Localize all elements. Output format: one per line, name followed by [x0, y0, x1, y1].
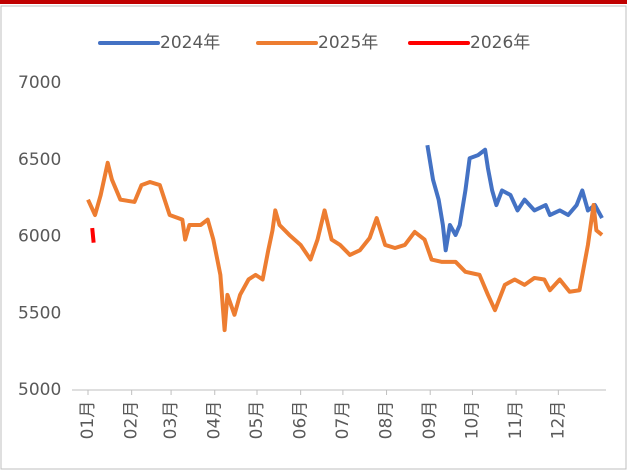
x-tick-label: 11月	[506, 401, 526, 440]
series-line	[86, 160, 604, 333]
top-bar	[0, 0, 627, 4]
x-tick-label: 06月	[291, 401, 311, 440]
x-tick-label: 02月	[122, 401, 142, 440]
x-tick-label: 01月	[78, 401, 98, 440]
x-tick-label: 03月	[161, 401, 181, 440]
frame	[0, 5, 627, 470]
y-tick-label: 7000	[18, 73, 61, 93]
legend-label: 2024年	[160, 33, 220, 53]
x-tick-label: 05月	[247, 401, 267, 440]
x-tick-label: 04月	[205, 401, 225, 440]
y-tick-label: 5500	[18, 303, 61, 323]
x-tick-label: 10月	[462, 401, 482, 440]
y-tick-label: 6500	[18, 150, 61, 170]
legend-label: 2026年	[470, 33, 530, 53]
x-tick-label: 07月	[333, 401, 353, 440]
x-tick-label: 09月	[420, 401, 440, 440]
y-tick-label: 5000	[18, 380, 61, 400]
legend-label: 2025年	[318, 33, 378, 53]
series-line	[90, 227, 96, 243]
y-tick-label: 6000	[18, 227, 61, 247]
x-tick-label: 08月	[377, 401, 397, 440]
x-tick-label: 12月	[548, 401, 568, 440]
series-line	[425, 144, 604, 253]
